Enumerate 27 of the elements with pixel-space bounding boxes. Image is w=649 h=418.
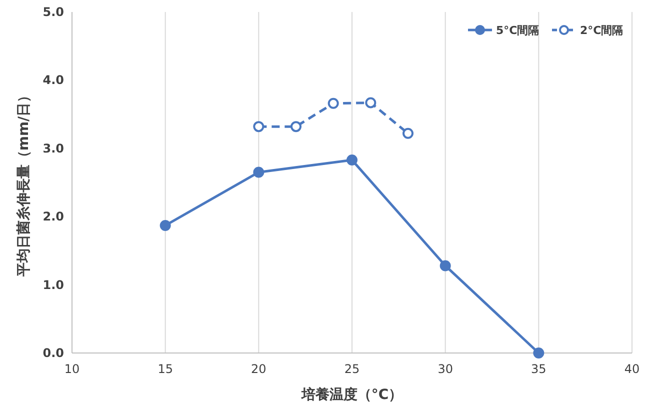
point <box>160 220 171 231</box>
y-axis-title: 平均日菌糸伸長量（mm/日） <box>15 88 32 278</box>
point <box>533 348 544 358</box>
point <box>365 97 376 108</box>
y-tick-label: 4.0 <box>42 73 64 88</box>
point <box>440 260 451 272</box>
point <box>402 128 414 139</box>
point <box>346 154 358 166</box>
y-tick-label: 0.0 <box>42 346 64 360</box>
y-tick-label: 2.0 <box>42 210 64 224</box>
x-axis-title: 培養温度（°C） <box>300 386 403 403</box>
y-tick-label: 1.0 <box>42 278 64 292</box>
y-tick-label: 3.0 <box>42 141 64 156</box>
x-tick-label: 15 <box>158 362 173 376</box>
point <box>253 121 264 132</box>
x-tick-label: 35 <box>531 362 546 376</box>
point <box>328 98 339 109</box>
x-tick-label: 20 <box>251 362 266 376</box>
y-tick-label: 5.0 <box>42 5 64 19</box>
x-tick-label: 25 <box>344 362 360 376</box>
x-tick-label: 30 <box>438 362 453 376</box>
legend-label: 5°C間隔 <box>496 24 540 37</box>
legend-label: 2°C間隔 <box>580 24 624 37</box>
point <box>290 121 302 132</box>
x-tick-label: 10 <box>64 362 80 376</box>
point <box>253 166 264 178</box>
x-tick-label: 40 <box>624 362 640 376</box>
